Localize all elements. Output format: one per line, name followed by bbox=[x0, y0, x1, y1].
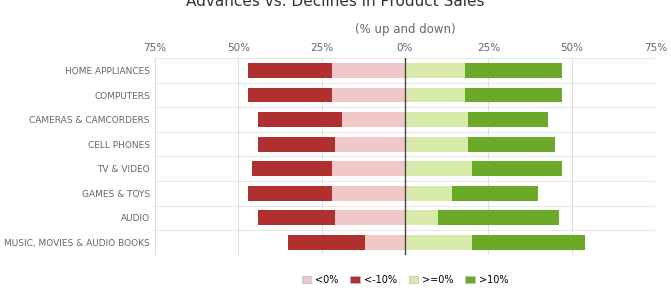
Bar bbox=[405, 63, 465, 78]
Bar bbox=[365, 235, 405, 250]
Bar bbox=[405, 235, 472, 250]
Bar bbox=[289, 235, 365, 250]
Bar bbox=[248, 88, 331, 102]
Bar bbox=[405, 137, 468, 152]
Bar bbox=[405, 186, 452, 201]
Bar bbox=[452, 186, 539, 201]
Bar bbox=[335, 210, 405, 225]
Bar bbox=[331, 88, 405, 102]
Bar bbox=[258, 112, 342, 127]
Bar bbox=[258, 210, 335, 225]
Bar bbox=[331, 186, 405, 201]
Bar bbox=[342, 112, 405, 127]
Bar bbox=[252, 161, 331, 176]
Bar bbox=[465, 63, 562, 78]
Title: (% up and down): (% up and down) bbox=[355, 23, 456, 36]
Bar bbox=[331, 161, 405, 176]
Bar bbox=[472, 161, 562, 176]
Bar bbox=[331, 63, 405, 78]
Bar bbox=[468, 137, 555, 152]
Bar bbox=[468, 112, 548, 127]
Bar bbox=[405, 161, 472, 176]
Bar bbox=[335, 137, 405, 152]
Legend: <0%, <-10%, >=0%, >10%: <0%, <-10%, >=0%, >10% bbox=[298, 271, 513, 289]
Bar bbox=[248, 186, 331, 201]
Bar bbox=[472, 235, 585, 250]
Bar bbox=[405, 112, 468, 127]
Bar bbox=[405, 88, 465, 102]
Bar bbox=[438, 210, 558, 225]
Bar bbox=[248, 63, 331, 78]
Bar bbox=[405, 210, 438, 225]
Text: Advances vs. Declines in Product Sales: Advances vs. Declines in Product Sales bbox=[187, 0, 484, 9]
Bar bbox=[258, 137, 335, 152]
Bar bbox=[465, 88, 562, 102]
